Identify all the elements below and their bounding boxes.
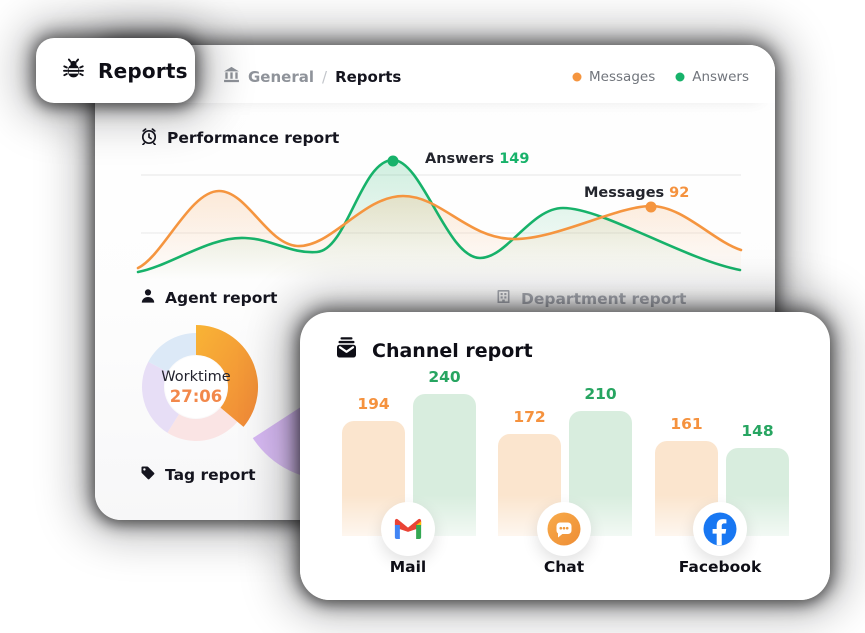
worktime-donut-chart[interactable]: [126, 317, 266, 457]
messages-peak-dot[interactable]: [645, 201, 657, 213]
tag-report-label: Tag report: [165, 466, 256, 484]
gmail-icon[interactable]: [381, 502, 435, 556]
bar-value-answers-facebook: 148: [741, 422, 774, 440]
reports-tab-label: Reports: [98, 58, 188, 83]
performance-report-label: Performance report: [167, 129, 340, 147]
donut-slice-purple: [142, 361, 179, 433]
agent-report-label: Agent report: [165, 289, 278, 307]
channel-report-card: Channel report 194 240 172 210 161 148: [300, 312, 830, 600]
legend-answers-label: Answers: [692, 69, 749, 85]
facebook-icon[interactable]: [693, 502, 747, 556]
legend-messages-label: Messages: [589, 69, 656, 85]
answers-line: [136, 158, 742, 274]
donut-slice-blue: [148, 333, 196, 372]
bug-icon: [62, 57, 85, 84]
breadcrumb-general[interactable]: General: [248, 67, 314, 86]
department-report-label: Department report: [521, 289, 687, 308]
bar-value-messages-mail: 194: [357, 395, 390, 413]
donut-hole: [165, 356, 227, 418]
answers-dot-icon: [675, 72, 685, 82]
legend-messages[interactable]: Messages: [572, 69, 655, 85]
messages-peak-label: Messages 92: [584, 185, 689, 201]
messages-peak-text: Messages: [584, 185, 665, 201]
category-label-facebook: Facebook: [678, 558, 762, 576]
breadcrumb-separator: /: [322, 67, 328, 86]
answers-peak-dot[interactable]: [387, 155, 399, 167]
legend-answers[interactable]: Answers: [675, 69, 749, 85]
channel-report-label: Channel report: [372, 339, 533, 362]
answers-peak-label: Answers 149: [425, 151, 529, 167]
person-icon: [140, 288, 156, 308]
performance-line-chart[interactable]: [135, 143, 747, 280]
messages-dot-icon: [572, 72, 582, 82]
breadcrumb-reports[interactable]: Reports: [335, 67, 402, 86]
department-report-title[interactable]: Department report: [495, 288, 686, 309]
bank-icon: [223, 66, 240, 87]
bar-value-answers-mail: 240: [428, 368, 461, 386]
channel-bar-chart[interactable]: 194 240 172 210 161 148: [300, 312, 830, 600]
category-label-mail: Mail: [389, 558, 427, 576]
breadcrumb: General / Reports: [223, 66, 401, 87]
bar-value-messages-chat: 172: [513, 408, 546, 426]
building-icon: [495, 288, 512, 309]
bar-value-messages-facebook: 161: [670, 415, 703, 433]
panel-header: General / Reports Messages Answers: [95, 45, 775, 103]
answers-peak-text: Answers: [425, 151, 495, 167]
agent-report-title[interactable]: Agent report: [140, 288, 277, 308]
tag-report-title[interactable]: Tag report: [140, 465, 255, 485]
messages-peak-value: 92: [669, 185, 690, 201]
reports-tab[interactable]: Reports: [36, 38, 195, 103]
tag-icon: [140, 465, 156, 485]
chart-legend: Messages Answers: [572, 69, 749, 85]
messages-area: [138, 191, 741, 280]
donut-slice-worktime[interactable]: [196, 324, 259, 427]
donut-slice-pink: [167, 407, 238, 442]
mail-tray-icon: [334, 336, 359, 365]
livechat-icon[interactable]: [537, 502, 591, 556]
category-label-chat: Chat: [543, 558, 585, 576]
bar-value-answers-chat: 210: [584, 385, 617, 403]
performance-report-title[interactable]: Performance report: [140, 127, 339, 149]
channel-report-title: Channel report: [334, 336, 533, 365]
answers-peak-value: 149: [499, 151, 530, 167]
alarm-clock-icon: [140, 127, 158, 149]
